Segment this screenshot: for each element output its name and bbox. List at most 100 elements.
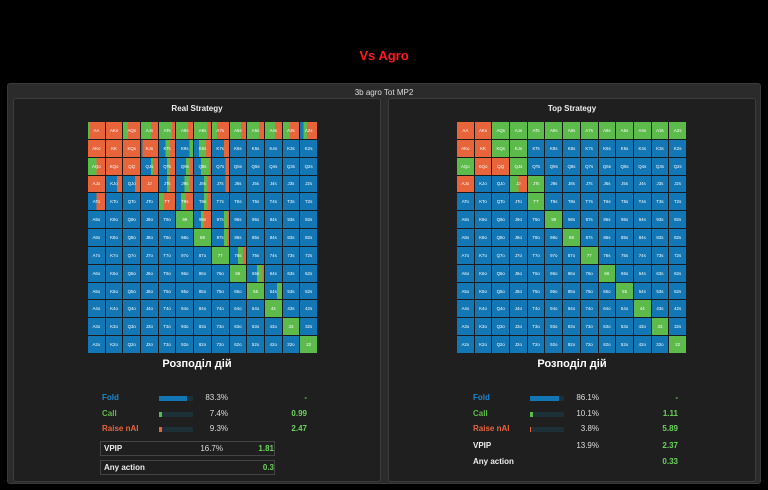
hand-cell[interactable]: 53o — [616, 318, 633, 336]
hand-cell[interactable]: 74o — [580, 300, 598, 318]
hand-cell[interactable]: 66 — [598, 264, 616, 282]
hand-cell[interactable]: 85o — [563, 282, 580, 300]
hand-cell[interactable]: 82o — [194, 336, 211, 353]
hand-cell[interactable]: Q7o — [123, 246, 141, 264]
hand-cell[interactable]: A7o — [88, 246, 105, 264]
hand-cell[interactable]: T3o — [158, 318, 176, 336]
hand-cell[interactable]: KJo — [105, 175, 123, 193]
hand-cell[interactable]: A6o — [457, 264, 474, 282]
hand-cell[interactable]: QQ — [123, 157, 141, 175]
hand-cell[interactable]: J5o — [510, 282, 527, 300]
hand-cell[interactable]: 42s — [300, 300, 317, 318]
hand-cell[interactable]: 62o — [229, 336, 247, 353]
hand-cell[interactable]: A7o — [457, 246, 474, 264]
hand-cell[interactable]: QJo — [123, 175, 141, 193]
hand-cell[interactable]: Q8o — [123, 229, 141, 246]
hand-cell[interactable]: J3o — [141, 318, 158, 336]
hand-cell[interactable]: 43s — [651, 300, 669, 318]
hand-cell[interactable]: T6o — [527, 264, 545, 282]
hand-cell[interactable]: 85o — [194, 282, 211, 300]
hand-cell[interactable]: T9s — [176, 193, 194, 211]
hand-cell[interactable]: 52o — [247, 336, 264, 353]
hand-cell[interactable]: A9s — [176, 122, 194, 139]
hand-cell[interactable]: Q5s — [616, 157, 633, 175]
hand-cell[interactable]: 94o — [176, 300, 194, 318]
hand-cell[interactable]: 72s — [669, 246, 686, 264]
hand-cell[interactable]: J4s — [633, 175, 651, 193]
hand-cell[interactable]: 73o — [211, 318, 229, 336]
hand-cell[interactable]: 93s — [651, 211, 669, 229]
hand-cell[interactable]: A5s — [247, 122, 264, 139]
hand-cell[interactable]: A8s — [194, 122, 211, 139]
hand-cell[interactable]: T3s — [282, 193, 300, 211]
hand-cell[interactable]: T3o — [527, 318, 545, 336]
hand-cell[interactable]: Q2s — [669, 157, 686, 175]
hand-cell[interactable]: 22 — [669, 336, 686, 353]
hand-cell[interactable]: JTo — [510, 193, 527, 211]
hand-cell[interactable]: J3s — [651, 175, 669, 193]
hand-cell[interactable]: 76s — [229, 246, 247, 264]
hand-cell[interactable]: 83s — [282, 229, 300, 246]
hand-cell[interactable]: 97s — [211, 211, 229, 229]
hand-cell[interactable]: 54s — [633, 282, 651, 300]
hand-cell[interactable]: TT — [527, 193, 545, 211]
hand-cell[interactable]: 53s — [651, 282, 669, 300]
hand-cell[interactable]: 98s — [563, 211, 580, 229]
hand-cell[interactable]: A2s — [669, 122, 686, 139]
hand-cell[interactable]: ATo — [457, 193, 474, 211]
hand-cell[interactable]: T3s — [651, 193, 669, 211]
hand-cell[interactable]: Q8o — [492, 229, 510, 246]
hand-cell[interactable]: 42o — [264, 336, 282, 353]
hand-cell[interactable]: K8o — [105, 229, 123, 246]
hand-cell[interactable]: A9o — [88, 211, 105, 229]
hand-cell[interactable]: A4o — [88, 300, 105, 318]
hand-cell[interactable]: J2s — [300, 175, 317, 193]
hand-cell[interactable]: 52s — [300, 282, 317, 300]
hand-cell[interactable]: 94s — [264, 211, 282, 229]
hand-cell[interactable]: T8s — [194, 193, 211, 211]
hand-cell[interactable]: 86o — [194, 264, 211, 282]
hand-cell[interactable]: 32o — [282, 336, 300, 353]
hand-cell[interactable]: Q3s — [651, 157, 669, 175]
hand-cell[interactable]: A4o — [457, 300, 474, 318]
hand-cell[interactable]: J7o — [141, 246, 158, 264]
hand-cell[interactable]: A3o — [457, 318, 474, 336]
hand-cell[interactable]: T7s — [580, 193, 598, 211]
hand-cell[interactable]: KQs — [123, 139, 141, 157]
hand-cell[interactable]: Q8s — [194, 157, 211, 175]
hand-cell[interactable]: 72s — [300, 246, 317, 264]
hand-cell[interactable]: K7o — [474, 246, 492, 264]
hand-cell[interactable]: 92s — [300, 211, 317, 229]
hand-cell[interactable]: Q2s — [300, 157, 317, 175]
hand-cell[interactable]: 96o — [176, 264, 194, 282]
hand-cell[interactable]: 55 — [247, 282, 264, 300]
hand-cell[interactable]: 94o — [545, 300, 563, 318]
hand-cell[interactable]: A8s — [563, 122, 580, 139]
hand-cell[interactable]: KTo — [474, 193, 492, 211]
hand-cell[interactable]: 54o — [616, 300, 633, 318]
hand-cell[interactable]: 33 — [651, 318, 669, 336]
hand-cell[interactable]: QJo — [492, 175, 510, 193]
hand-cell[interactable]: A3s — [651, 122, 669, 139]
hand-cell[interactable]: AQo — [88, 157, 105, 175]
hand-cell[interactable]: 87o — [563, 246, 580, 264]
hand-cell[interactable]: 33 — [282, 318, 300, 336]
hand-cell[interactable]: 88 — [194, 229, 211, 246]
hand-cell[interactable]: 98o — [176, 229, 194, 246]
hand-cell[interactable]: A3s — [282, 122, 300, 139]
hand-cell[interactable]: Q6s — [229, 157, 247, 175]
hand-cell[interactable]: Q7o — [492, 246, 510, 264]
hand-cell[interactable]: T9s — [545, 193, 563, 211]
hand-cell[interactable]: 84o — [563, 300, 580, 318]
hand-cell[interactable]: Q4o — [123, 300, 141, 318]
hand-cell[interactable]: K2s — [300, 139, 317, 157]
hand-cell[interactable]: 52o — [616, 336, 633, 353]
hand-cell[interactable]: K9s — [176, 139, 194, 157]
hand-cell[interactable]: KTs — [527, 139, 545, 157]
hand-cell[interactable]: J3o — [510, 318, 527, 336]
hand-cell[interactable]: A5o — [88, 282, 105, 300]
hand-cell[interactable]: JJ — [510, 175, 527, 193]
hand-cell[interactable]: Q9s — [176, 157, 194, 175]
hand-cell[interactable]: 93o — [545, 318, 563, 336]
hand-cell[interactable]: 55 — [616, 282, 633, 300]
